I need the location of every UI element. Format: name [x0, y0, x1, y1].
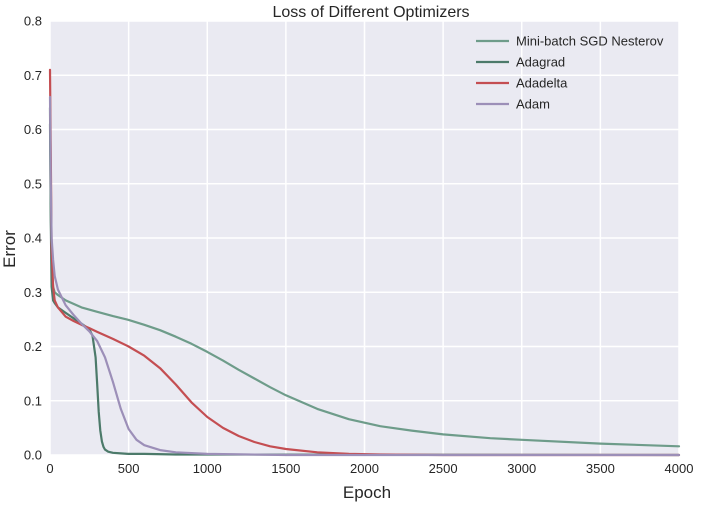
- y-tick-label: 0.1: [24, 393, 42, 408]
- x-axis-label: Epoch: [343, 483, 391, 502]
- y-tick-labels: 0.0 0.1 0.2 0.3 0.4 0.5 0.6 0.7 0.8: [24, 14, 42, 463]
- y-tick-label: 0.7: [24, 68, 42, 83]
- y-tick-label: 0.2: [24, 339, 42, 354]
- y-axis-label: Error: [0, 230, 19, 268]
- y-tick-label: 0.3: [24, 285, 42, 300]
- series-line-3: [48, 95, 681, 457]
- y-tick-label: 0.5: [24, 176, 42, 191]
- x-tick-label: 2500: [429, 461, 458, 476]
- series-line-2: [48, 68, 681, 457]
- x-tick-label: 3500: [586, 461, 615, 476]
- x-tick-label: 2000: [350, 461, 379, 476]
- legend-label-2: Adadelta: [516, 76, 568, 91]
- legend-label-1: Adagrad: [516, 55, 565, 70]
- legend-label-3: Adam: [516, 97, 550, 112]
- y-tick-label: 0.0: [24, 448, 42, 463]
- x-tick-label: 1000: [193, 461, 222, 476]
- chart-title: Loss of Different Optimizers: [272, 4, 469, 21]
- x-tick-label: 1500: [271, 461, 300, 476]
- x-tick-label: 500: [118, 461, 140, 476]
- legend-label-0: Mini-batch SGD Nesterov: [516, 34, 664, 49]
- legend: Mini-batch SGD Nesterov Adagrad Adadelta Ad…: [476, 34, 664, 112]
- x-tick-label: 4000: [665, 461, 694, 476]
- x-tick-label: 3000: [507, 461, 536, 476]
- x-tick-labels: 0 500 1000 1500 2000 2500 3000 3500 4000: [46, 461, 693, 476]
- y-tick-label: 0.4: [24, 231, 42, 246]
- y-tick-label: 0.6: [24, 122, 42, 137]
- y-tick-label: 0.8: [24, 14, 42, 29]
- series-lines: [48, 68, 681, 457]
- x-tick-label: 0: [46, 461, 53, 476]
- series-line-0: [48, 123, 681, 448]
